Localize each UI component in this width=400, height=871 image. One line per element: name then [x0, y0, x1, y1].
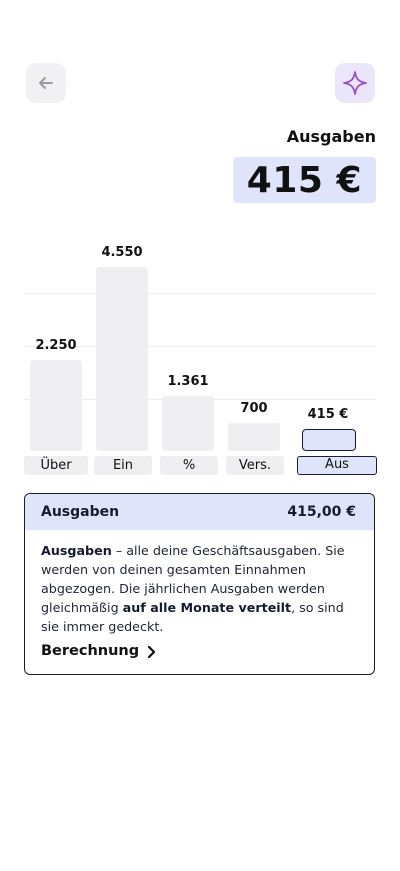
- chart-bar-1[interactable]: [96, 267, 148, 451]
- desc-bold-1: Ausgaben: [41, 543, 112, 558]
- sparkle-icon: [343, 71, 367, 95]
- chart-bar-2[interactable]: [162, 396, 214, 451]
- chart-category-3[interactable]: Vers.: [226, 456, 284, 475]
- page-title: Ausgaben: [286, 127, 376, 146]
- card-title: Ausgaben: [41, 504, 120, 520]
- desc-text-2: , so sind sie immer gedeckt.: [41, 600, 344, 634]
- chart-bar-3[interactable]: [228, 423, 280, 451]
- arrow-left-icon: [39, 77, 53, 89]
- chevron-right-icon: [148, 645, 156, 658]
- chart-value-label-0: 2.250: [35, 338, 77, 353]
- chart-bar-4[interactable]: [302, 429, 356, 451]
- calculation-link-label: Berechnung: [41, 643, 140, 659]
- ai-assistant-button[interactable]: [335, 63, 375, 103]
- chart-category-2[interactable]: %: [160, 456, 218, 475]
- card-description: Ausgaben – alle deine Geschäftsausgaben.…: [25, 530, 374, 661]
- card-header: Ausgaben 415,00 €: [25, 494, 374, 530]
- chart-category-1[interactable]: Ein: [94, 456, 152, 475]
- back-button[interactable]: [26, 63, 66, 103]
- chart-value-label-2: 1.361: [167, 374, 209, 389]
- gridline: [24, 346, 376, 347]
- total-amount: 415 €: [232, 157, 376, 203]
- card-amount: 415,00 €: [287, 504, 356, 520]
- info-card: Ausgaben 415,00 € Ausgaben – alle deine …: [24, 493, 375, 675]
- chart-value-label-1: 4.550: [101, 245, 143, 260]
- gridline: [24, 293, 376, 294]
- chart-category-0[interactable]: Über: [24, 456, 88, 475]
- chart-value-label-4: 415 €: [307, 407, 349, 422]
- desc-text-1: – alle deine Geschäftsausgaben. Sie werd…: [41, 543, 345, 615]
- bar-chart: 2.250 Über 4.550 Ein 1.361% 700 Vers. 415 € Aus: [24, 225, 377, 485]
- calculation-link[interactable]: Berechnung: [41, 642, 358, 661]
- desc-bold-2: auf alle Monate verteilt: [122, 600, 292, 615]
- chart-category-4[interactable]: Aus: [297, 456, 377, 475]
- chart-bar-0[interactable]: [30, 360, 82, 451]
- chart-value-label-3: 700: [240, 401, 268, 416]
